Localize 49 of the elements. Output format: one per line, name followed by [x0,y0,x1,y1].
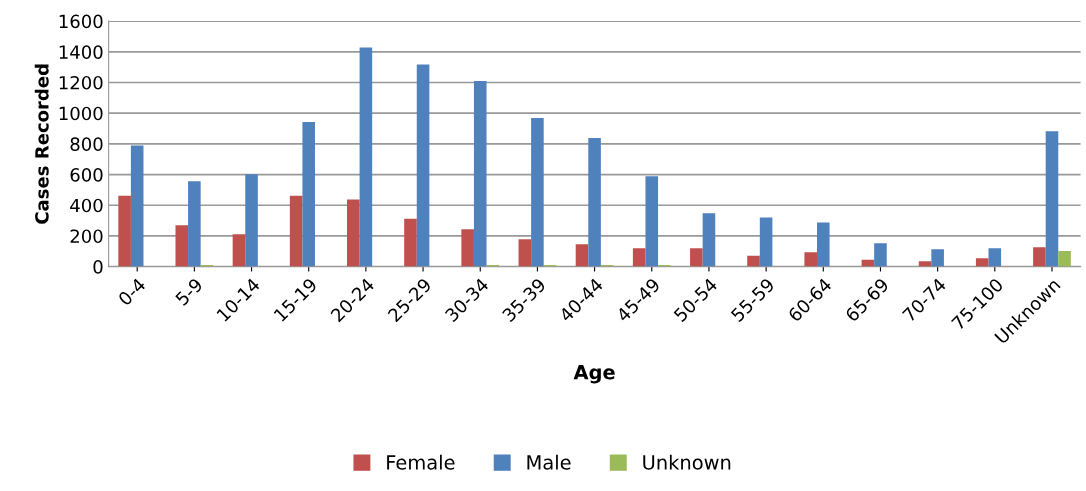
x-tick-label: 5-9 [174,277,204,307]
bar [759,217,773,267]
bar [518,239,532,267]
bar [988,248,1002,267]
bar [347,199,360,267]
legend-label: Female [387,454,455,470]
bar [404,218,417,267]
bar [702,213,716,267]
bar [874,243,887,267]
bar [690,248,703,267]
bar [188,181,201,267]
bar [416,64,430,267]
bar [575,244,589,267]
y-axis-title: Cases Recorded [34,64,49,224]
y-tick-label: 600 [70,168,103,182]
y-tick-label: 1600 [59,14,103,29]
x-axis-title: Age [573,365,615,384]
bar [531,118,544,267]
bar [975,258,989,267]
y-tick-label: 400 [70,198,103,213]
y-tick-label: 800 [70,137,103,151]
bar [289,195,303,267]
bar [588,137,601,267]
bar [645,176,659,267]
bar [804,252,817,267]
y-tick-label: 200 [70,229,103,244]
legend-label: Male [527,454,571,470]
bar [931,249,944,267]
bar [232,234,246,267]
bar [747,255,760,267]
bar [175,225,189,267]
bar [632,248,646,267]
y-tick-label: 1000 [59,106,103,121]
y-tick-label: 0 [93,260,103,274]
bar [130,145,144,267]
y-tick-label: 1400 [59,45,103,59]
bar [359,47,373,267]
bar [473,80,487,267]
bar [302,122,315,267]
x-tick-label: 0-4 [117,277,147,307]
bar [1058,250,1071,267]
y-tick-label: 1200 [59,75,103,90]
bar [1033,247,1046,267]
bar [1045,131,1059,267]
bar [816,222,830,267]
bar [461,229,474,267]
bar [118,195,131,267]
legend-label: Unknown [643,454,731,470]
bar [245,174,258,267]
